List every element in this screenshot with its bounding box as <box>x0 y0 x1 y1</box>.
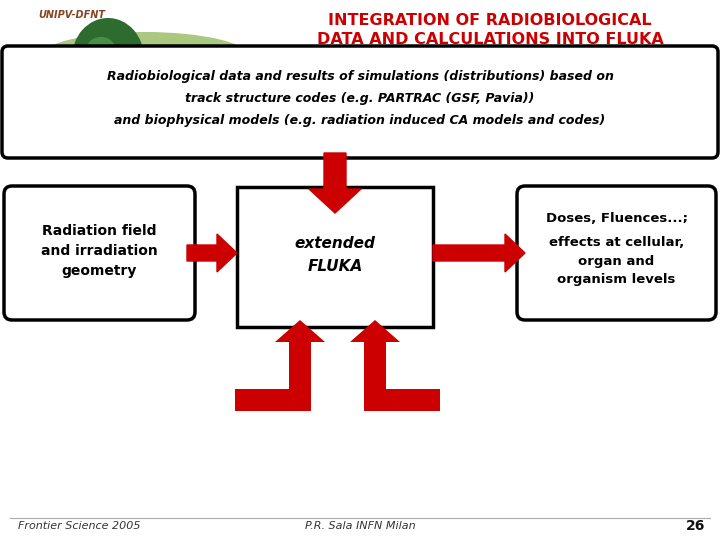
FancyBboxPatch shape <box>2 46 718 158</box>
Text: track structure codes (e.g. PARTRAC (GSF, Pavia)): track structure codes (e.g. PARTRAC (GSF… <box>185 92 535 105</box>
Ellipse shape <box>40 32 250 82</box>
FancyArrow shape <box>187 234 237 272</box>
Text: 26: 26 <box>685 519 705 533</box>
FancyBboxPatch shape <box>4 186 195 320</box>
FancyBboxPatch shape <box>517 186 716 320</box>
Text: extended
FLUKA: extended FLUKA <box>294 237 375 274</box>
Ellipse shape <box>72 18 144 98</box>
Text: and biophysical models (e.g. radiation induced CA models and codes): and biophysical models (e.g. radiation i… <box>114 114 606 127</box>
Bar <box>237 187 433 327</box>
Text: effects at cellular,
organ and
organism levels: effects at cellular, organ and organism … <box>549 237 684 286</box>
Text: Doses, Fluences...;: Doses, Fluences...; <box>546 212 688 225</box>
Text: FLUKA: FLUKA <box>125 44 225 72</box>
Text: UNIPV-DFNT: UNIPV-DFNT <box>38 10 105 20</box>
Ellipse shape <box>87 37 115 59</box>
Text: INTEGRATION OF RADIOBIOLOGICAL: INTEGRATION OF RADIOBIOLOGICAL <box>328 13 652 28</box>
Text: Frontier Science 2005: Frontier Science 2005 <box>18 521 140 531</box>
FancyArrow shape <box>309 153 361 213</box>
Text: Radiation field
and irradiation
geometry: Radiation field and irradiation geometry <box>41 224 158 278</box>
Text: DATA AND CALCULATIONS INTO FLUKA: DATA AND CALCULATIONS INTO FLUKA <box>317 32 663 47</box>
Text: Radiobiological data and results of simulations (distributions) based on: Radiobiological data and results of simu… <box>107 70 613 83</box>
FancyArrow shape <box>433 234 525 272</box>
PathPatch shape <box>235 320 325 411</box>
Text: P.R. Sala INFN Milan: P.R. Sala INFN Milan <box>305 521 415 531</box>
PathPatch shape <box>350 320 440 411</box>
